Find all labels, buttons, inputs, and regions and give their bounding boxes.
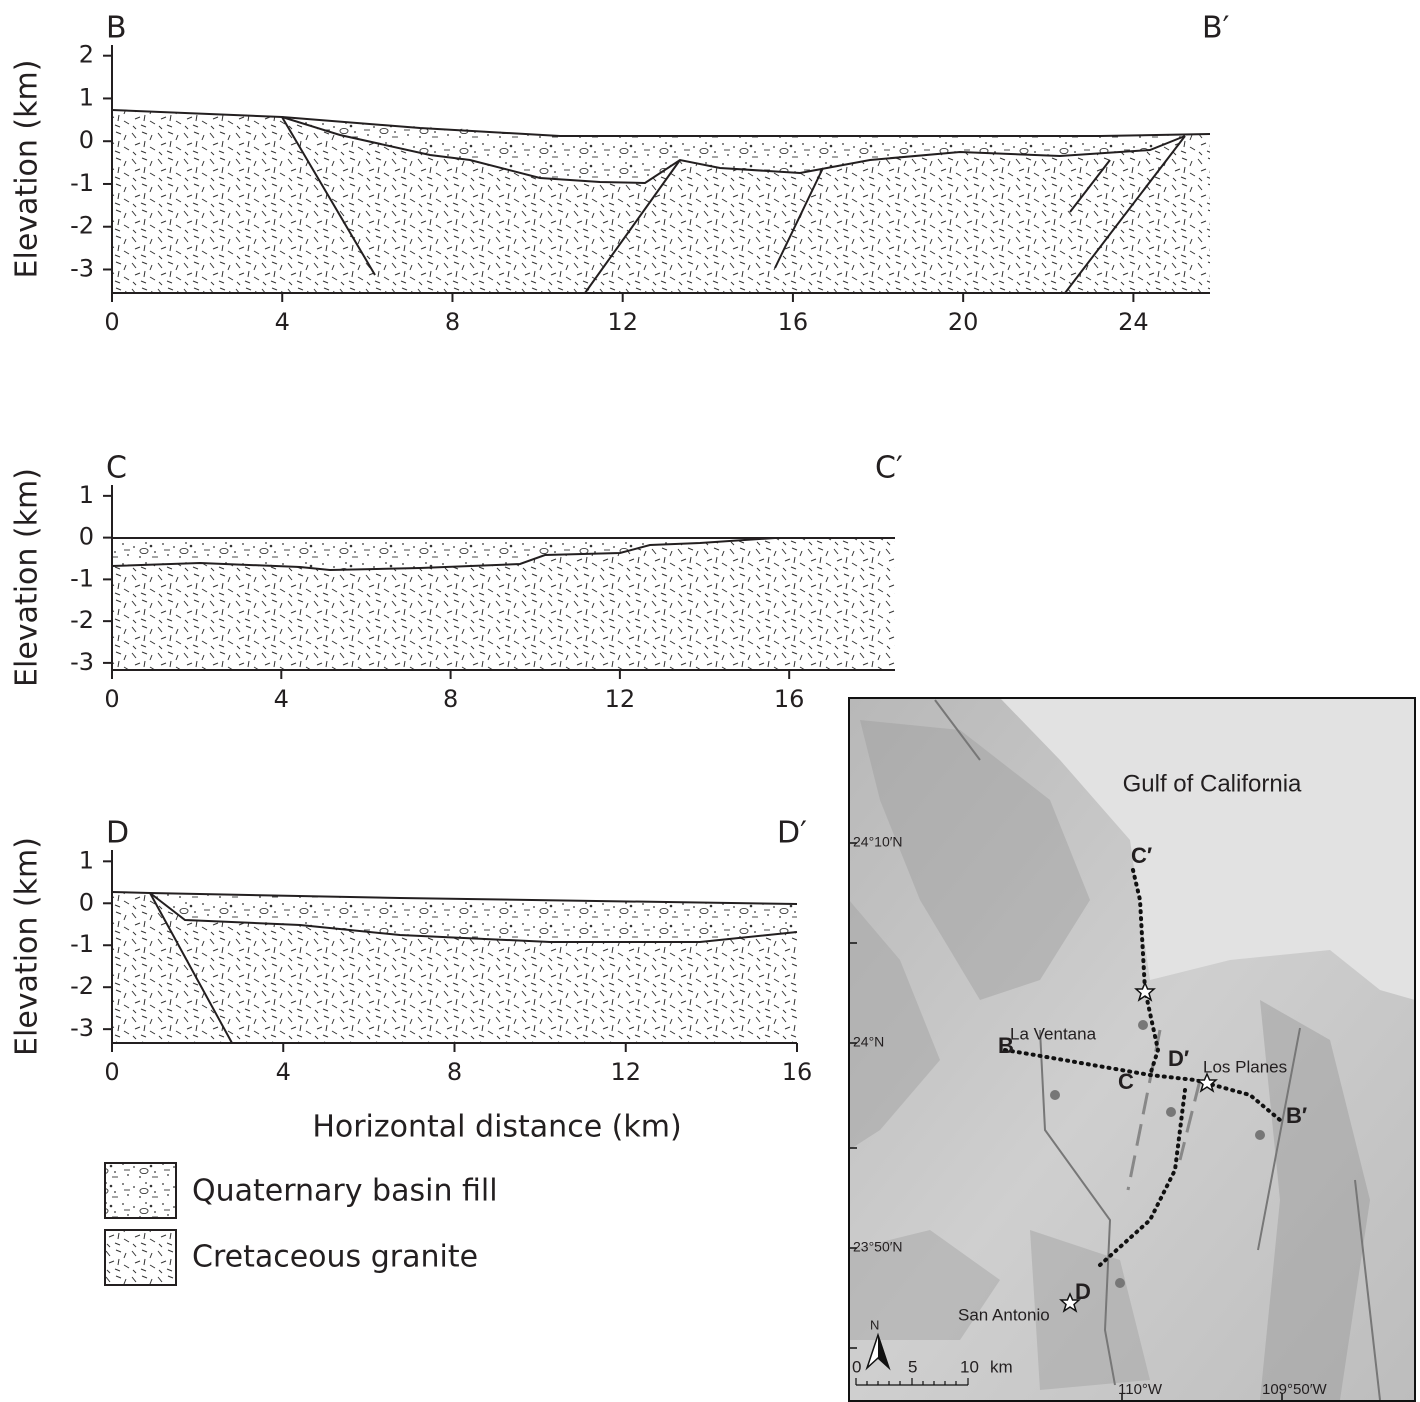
x-tick-label: 16 (778, 308, 809, 336)
x-axis-label: Horizontal distance (km) (312, 1110, 681, 1145)
scale-label: 5 (908, 1357, 917, 1376)
x-tick-label: 24 (1118, 308, 1149, 336)
y-axis-label: Elevation (km) (10, 837, 45, 1056)
y-tick-label: 0 (79, 126, 94, 154)
section-label: D (106, 816, 129, 851)
x-tick-label: 0 (104, 1058, 119, 1086)
y-tick-label: 0 (79, 888, 94, 916)
legend-label: Cretaceous granite (192, 1240, 478, 1275)
x-tick-label: 12 (607, 308, 638, 336)
lon-label: 110°W (1118, 1381, 1163, 1398)
section-label: D′ (777, 816, 807, 851)
section-label: C (106, 451, 127, 486)
y-tick-label: 1 (79, 481, 94, 509)
legend: Quaternary basin fill Cretaceous granite (104, 1162, 498, 1286)
x-tick-label: 0 (104, 308, 119, 336)
y-tick-label: 2 (79, 41, 94, 69)
y-tick-label: -1 (70, 564, 94, 592)
section-label: D (1075, 1279, 1091, 1304)
y-tick-label: 1 (79, 846, 94, 874)
y-tick-label: -3 (70, 648, 94, 676)
y-tick-label: -3 (70, 254, 94, 282)
y-tick-label: 0 (79, 523, 94, 551)
scale-label: km (990, 1357, 1013, 1376)
place-label: La Ventana (1010, 1024, 1097, 1043)
y-tick-label: -2 (70, 972, 94, 1000)
lat-label: 24°N (853, 1034, 884, 1050)
section-label: C′ (1131, 843, 1152, 868)
section-d (111, 891, 798, 1044)
x-tick-label: 16 (782, 1058, 813, 1086)
north-label: N (870, 1317, 879, 1332)
map: Gulf of California 24°10′N 24°N 23°50′N … (848, 697, 1416, 1402)
section-label: B (106, 11, 127, 46)
x-tick-label: 4 (275, 308, 290, 336)
place-label: Los Planes (1203, 1057, 1287, 1076)
x-tick-label: 8 (447, 1058, 462, 1086)
y-axis-label: Elevation (km) (10, 60, 45, 279)
x-tick-label: 12 (605, 685, 636, 713)
x-tick-label: 4 (276, 1058, 291, 1086)
section-label: C (1118, 1069, 1134, 1094)
legend-swatch (104, 1162, 177, 1219)
legend-label: Quaternary basin fill (192, 1174, 498, 1209)
place-label: San Antonio (958, 1305, 1050, 1324)
section-label: D′ (1168, 1046, 1189, 1071)
x-tick-label: 8 (443, 685, 458, 713)
scale-label: 0 (852, 1357, 861, 1376)
lon-label: 109°50′W (1262, 1381, 1328, 1398)
x-tick-label: 4 (274, 685, 289, 713)
section-label: B′ (1202, 11, 1230, 46)
section-label: B (998, 1033, 1014, 1058)
y-tick-label: 1 (79, 83, 94, 111)
y-tick-label: -1 (70, 930, 94, 958)
y-tick-label: -2 (70, 606, 94, 634)
section-label: C′ (875, 451, 903, 486)
y-tick-label: -3 (70, 1014, 94, 1042)
y-tick-label: -2 (70, 212, 94, 240)
section-label: B′ (1286, 1103, 1307, 1128)
lat-label: 24°10′N (853, 834, 902, 850)
section-c (111, 537, 895, 670)
y-tick-label: -1 (70, 169, 94, 197)
x-tick-label: 16 (774, 685, 805, 713)
scale-label: 10 (960, 1357, 979, 1376)
lat-label: 23°50′N (853, 1239, 902, 1255)
x-tick-label: 12 (610, 1058, 641, 1086)
y-axis-label: Elevation (km) (10, 468, 45, 687)
x-tick-label: 0 (104, 685, 119, 713)
map-title: Gulf of California (1123, 770, 1302, 797)
x-tick-label: 20 (948, 308, 979, 336)
legend-swatch (104, 1229, 177, 1286)
section-b (111, 109, 1211, 294)
x-tick-label: 8 (445, 308, 460, 336)
